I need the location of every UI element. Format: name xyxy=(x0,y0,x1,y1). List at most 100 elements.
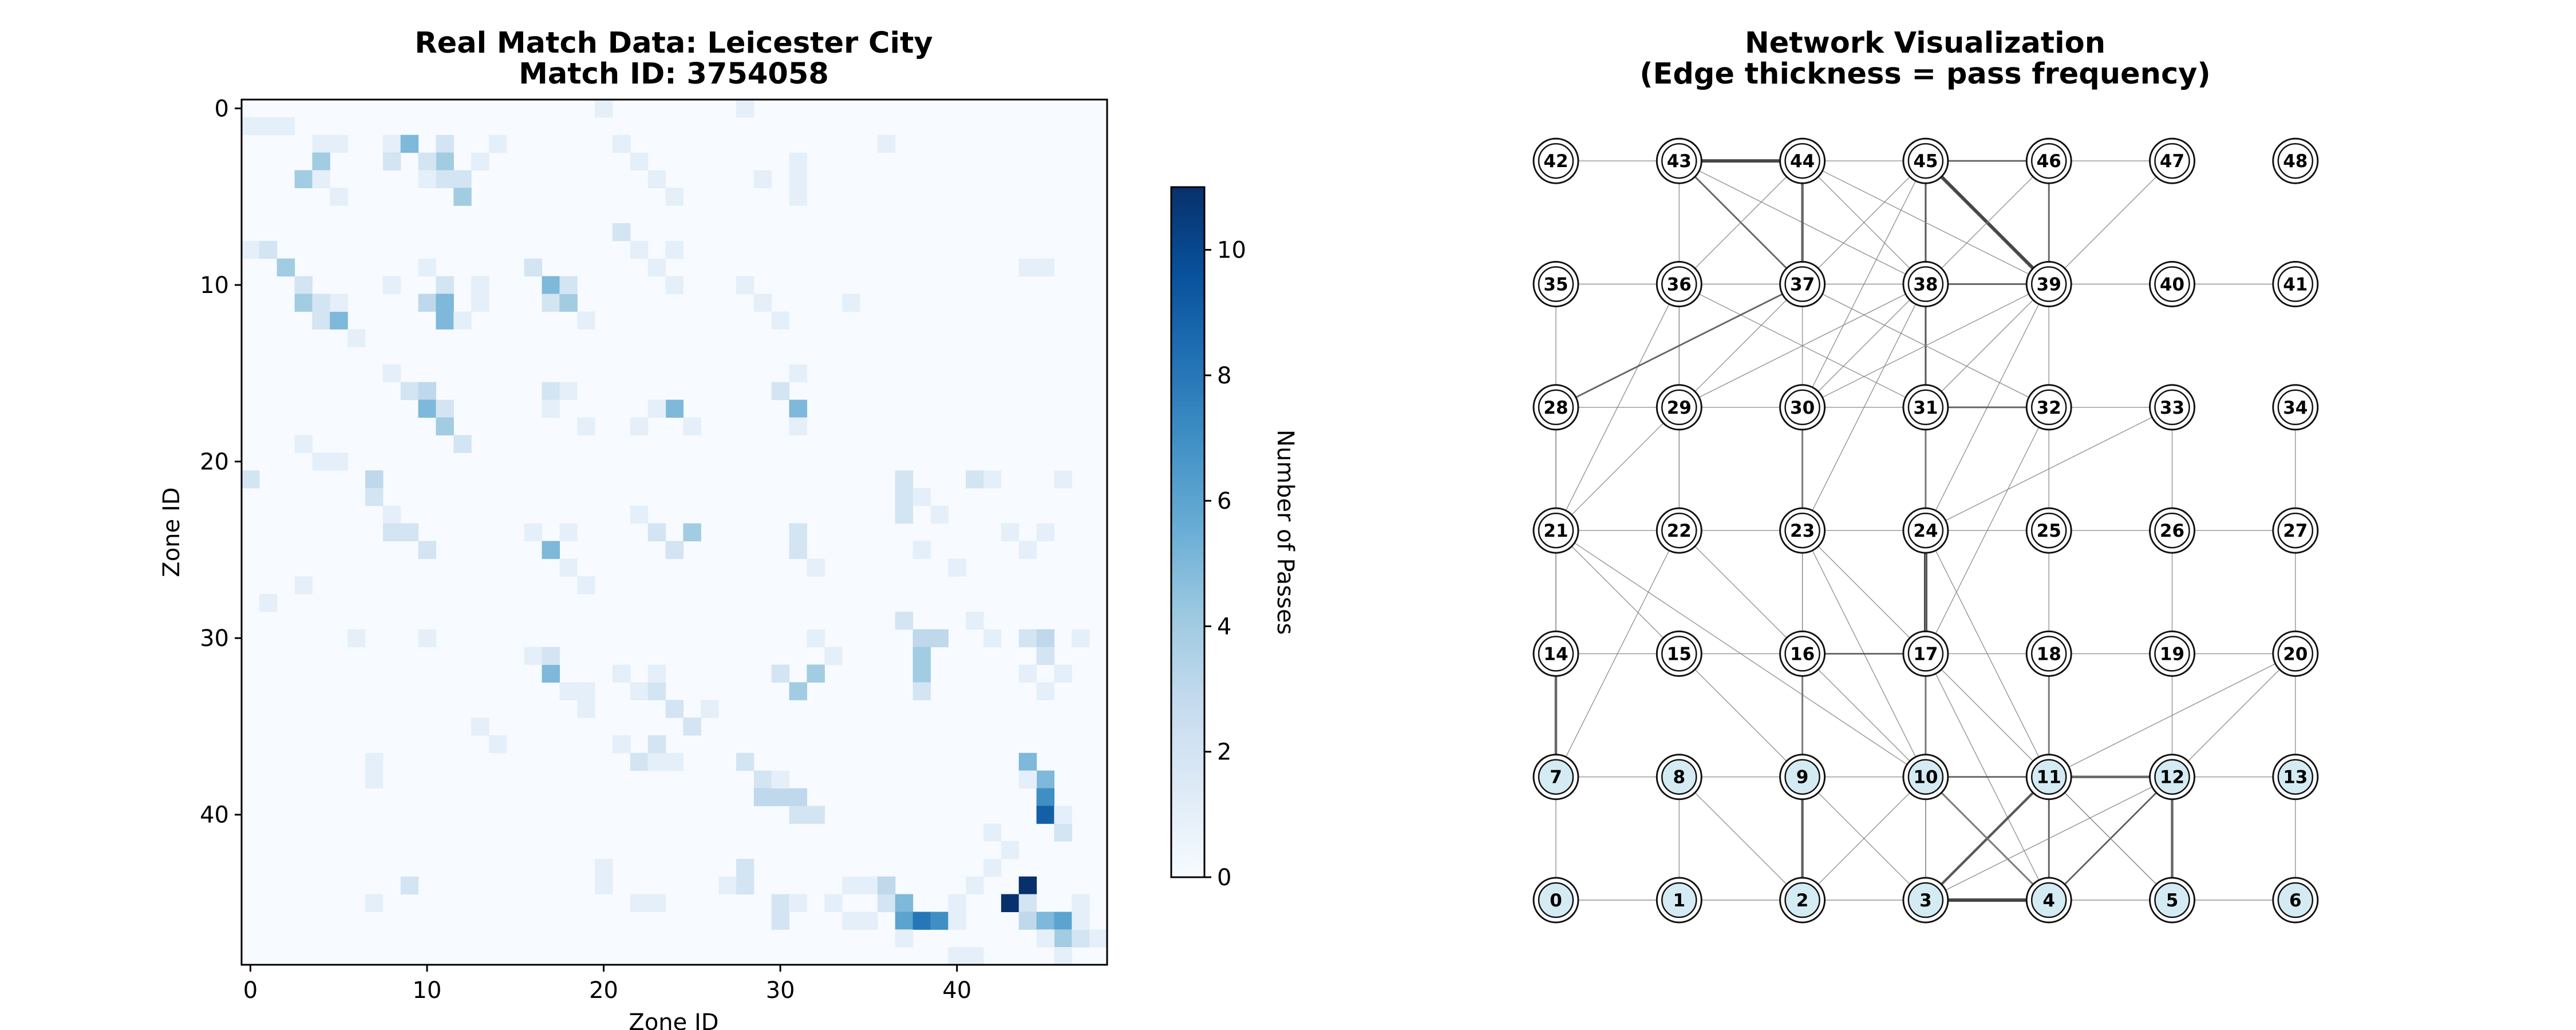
network-node: 22 xyxy=(1656,507,1702,554)
network-edge xyxy=(1925,653,2049,778)
x-tick-label: 10 xyxy=(413,977,442,1004)
heatmap-cell xyxy=(966,611,984,630)
network-edge xyxy=(1925,777,2049,901)
heatmap-cell xyxy=(630,417,649,435)
heatmap-cell xyxy=(418,170,437,188)
heatmap-cell xyxy=(418,541,437,559)
node-label: 35 xyxy=(1543,275,1568,295)
heatmap-cell xyxy=(242,117,260,136)
network-edge xyxy=(2048,777,2172,901)
heatmap-cell xyxy=(436,311,454,330)
colorbar-tick-label: 4 xyxy=(1217,613,1231,640)
node-inner-circle xyxy=(1907,882,1944,918)
node-inner-circle xyxy=(2277,266,2314,302)
heatmap-cell xyxy=(1054,470,1072,489)
network-node: 3 xyxy=(1902,877,1949,924)
heatmap-cell xyxy=(647,894,666,913)
network-node: 17 xyxy=(1902,630,1949,677)
heatmap-cell xyxy=(665,541,684,559)
heatmap-cell xyxy=(1036,258,1055,277)
heatmap-cell xyxy=(365,488,384,506)
heatmap-cell xyxy=(966,470,984,489)
heatmap-cell xyxy=(771,311,790,330)
node-label: 7 xyxy=(1550,767,1562,788)
node-label: 21 xyxy=(1543,521,1568,541)
node-label: 2 xyxy=(1796,890,1809,911)
heatmap-cell xyxy=(912,664,931,683)
node-inner-circle xyxy=(1784,636,1820,672)
heatmap-cell xyxy=(630,894,649,913)
heatmap-cell xyxy=(824,894,843,913)
heatmap-cell xyxy=(1072,912,1090,930)
heatmap-title: Real Match Data: Leicester City xyxy=(414,26,933,60)
heatmap-x-label: Zone ID xyxy=(629,1009,718,1030)
heatmap-cell xyxy=(330,311,348,330)
heatmap-cell xyxy=(665,240,684,259)
heatmap-cell xyxy=(1036,682,1055,700)
heatmap-cell xyxy=(1036,929,1055,948)
heatmap-cell xyxy=(948,558,966,577)
heatmap-cell xyxy=(771,912,790,930)
heatmap-cell xyxy=(365,894,384,913)
node-label: 12 xyxy=(2160,767,2184,788)
colorbar-tick-label: 8 xyxy=(1217,363,1231,389)
heatmap-cell xyxy=(1018,664,1037,683)
heatmap-cell xyxy=(736,876,754,895)
heatmap-cell xyxy=(912,647,931,665)
heatmap-cell xyxy=(647,399,666,418)
heatmap-cell xyxy=(312,170,330,188)
heatmap-cell xyxy=(524,647,543,665)
network-edge xyxy=(1925,407,2172,531)
node-label: 22 xyxy=(1667,521,1692,541)
network-node: 18 xyxy=(2025,630,2072,677)
heatmap-cell xyxy=(436,399,454,418)
node-inner-circle xyxy=(1784,759,1820,795)
node-inner-circle xyxy=(1907,142,1944,179)
heatmap-cell xyxy=(930,505,949,524)
network-edge xyxy=(1802,777,1926,901)
network-node: 19 xyxy=(2149,630,2195,677)
heatmap-cell xyxy=(577,700,595,718)
heatmap-cell xyxy=(382,523,401,542)
heatmap-cell xyxy=(842,912,860,930)
node-inner-circle xyxy=(2277,759,2314,795)
node-inner-circle xyxy=(1784,512,1820,549)
heatmap-cell xyxy=(418,152,437,171)
node-inner-circle xyxy=(1784,142,1820,179)
y-tick-label: 0 xyxy=(215,96,229,122)
heatmap-cell xyxy=(595,876,613,895)
heatmap-cell xyxy=(436,152,454,171)
network-panel: Network Visualization (Edge thickness = … xyxy=(1532,26,2319,924)
network-node: 40 xyxy=(2149,261,2195,307)
heatmap-cell xyxy=(930,912,949,930)
network-node: 33 xyxy=(2149,384,2195,431)
node-inner-circle xyxy=(1907,389,1944,426)
colorbar-tick-label: 2 xyxy=(1217,739,1231,766)
network-edge xyxy=(2048,653,2296,778)
network-edge xyxy=(1555,283,1803,409)
network-edge xyxy=(1678,777,1803,901)
network-node: 4 xyxy=(2025,877,2072,924)
node-inner-circle xyxy=(2154,882,2190,918)
x-tick-label: 20 xyxy=(589,977,618,1004)
heatmap-cell xyxy=(895,505,914,524)
node-inner-circle xyxy=(1907,636,1944,672)
heatmap-cell xyxy=(630,505,649,524)
node-label: 33 xyxy=(2160,398,2184,418)
network-node: 39 xyxy=(2025,261,2072,307)
heatmap-cell xyxy=(436,276,454,295)
node-label: 9 xyxy=(1796,767,1809,788)
heatmap-cell xyxy=(347,329,366,347)
heatmap-cell xyxy=(983,629,1002,648)
network-subtitle: (Edge thickness = pass frequency) xyxy=(1639,57,2211,91)
network-node: 31 xyxy=(1902,384,1949,431)
node-label: 34 xyxy=(2283,398,2308,418)
node-label: 0 xyxy=(1550,890,1562,911)
heatmap-cell xyxy=(771,664,790,683)
heatmap-cell xyxy=(753,788,772,806)
heatmap-cell xyxy=(1036,770,1055,789)
heatmap-cell xyxy=(365,770,384,789)
node-label: 31 xyxy=(1913,398,1938,418)
x-tick-label: 40 xyxy=(942,977,971,1004)
node-label: 23 xyxy=(1790,521,1815,541)
